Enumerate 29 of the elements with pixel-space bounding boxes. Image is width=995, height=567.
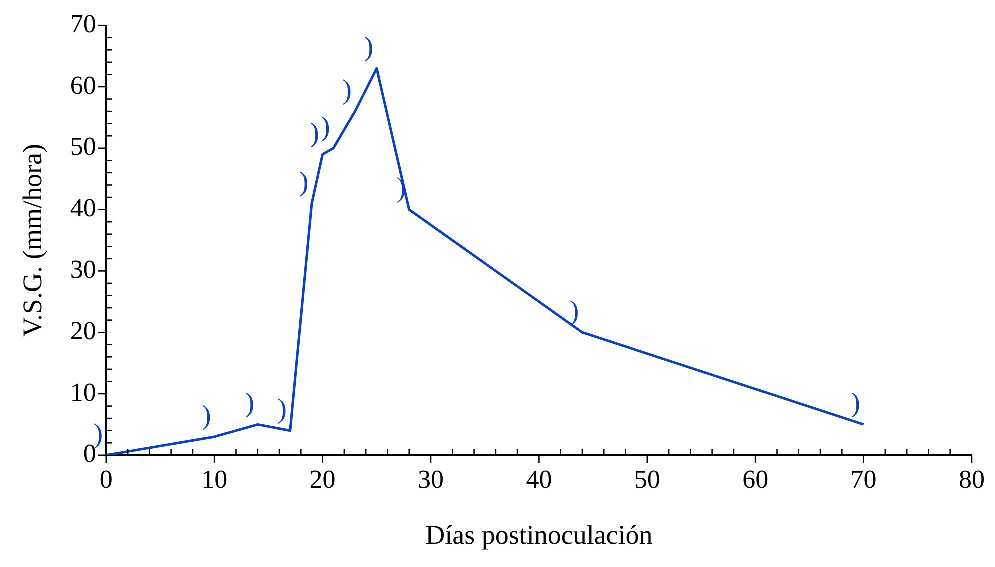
annotation: ) — [245, 388, 255, 420]
x-axis-title: Días postinoculación — [426, 520, 654, 550]
annotation: ) — [94, 418, 104, 450]
y-tick-label: 50 — [70, 132, 96, 162]
y-tick-label: 0 — [83, 439, 96, 468]
y-tick-label: 60 — [70, 70, 96, 100]
x-tick-label: 40 — [526, 464, 552, 494]
x-tick-label: 20 — [310, 464, 336, 494]
y-tick-label: 30 — [70, 255, 96, 284]
x-tick-label: 80 — [959, 464, 985, 494]
annotation: ) — [851, 388, 860, 420]
annotation: ) — [342, 74, 352, 106]
annotation: ) — [202, 400, 212, 432]
annotation: ) — [299, 167, 309, 198]
x-tick-label: 60 — [742, 464, 769, 494]
y-tick-label: 20 — [70, 316, 96, 346]
x-tick-label: 30 — [418, 464, 444, 494]
annotation: ) — [278, 394, 288, 426]
y-tick-label: 40 — [70, 194, 96, 223]
annotation: ) — [364, 32, 374, 63]
x-tick-label: 50 — [634, 464, 660, 494]
annotation: ) — [320, 112, 330, 143]
y-tick-label: 10 — [70, 378, 96, 407]
x-tick-label: 70 — [850, 464, 877, 494]
y-axis-title: V.S.G. (mm/hora) — [17, 144, 48, 337]
x-tick-label: 10 — [202, 464, 228, 494]
annotation: ) — [310, 118, 320, 149]
annotation: ) — [570, 296, 580, 327]
y-tick-label: 70 — [70, 9, 96, 38]
